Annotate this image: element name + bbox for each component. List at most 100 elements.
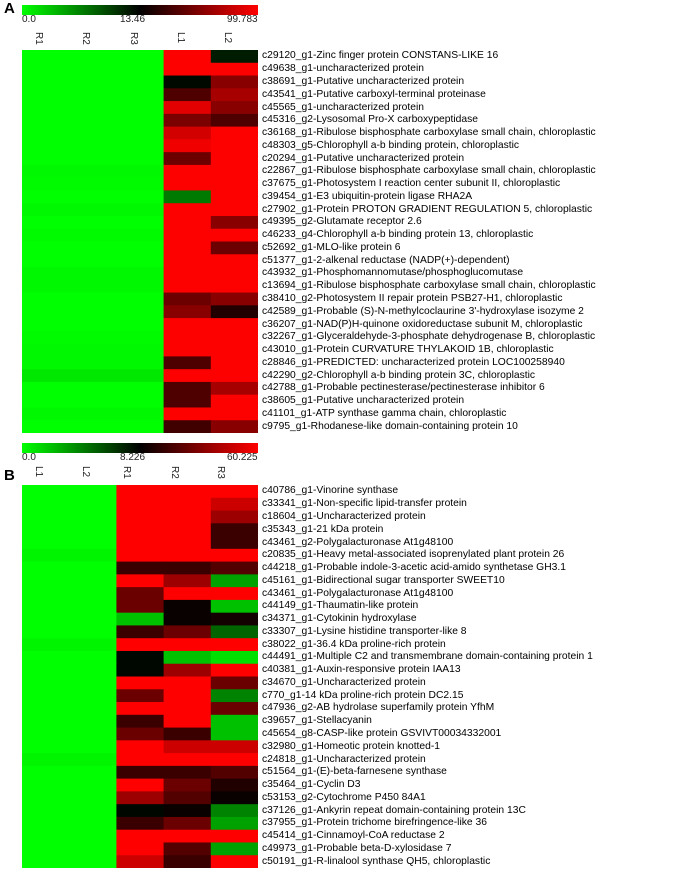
heatmap-cell (210, 485, 258, 499)
heatmap-cell (22, 50, 70, 64)
heatmap-cell (163, 215, 212, 230)
heatmap-cell (210, 164, 258, 179)
heatmap-cell (69, 267, 117, 281)
heatmap-cell (22, 689, 70, 703)
heatmap-cell (116, 407, 165, 421)
heatmap-cell (210, 689, 258, 703)
heatmap-cell (69, 497, 117, 512)
heatmap-cell (163, 485, 212, 499)
gene-label: c32267_g1-Glyceraldehyde-3-phosphate deh… (262, 331, 596, 343)
heatmap-cell (210, 292, 258, 306)
heatmap-cell (69, 75, 117, 89)
heatmap-cell (163, 318, 212, 332)
heatmap-cell (116, 88, 165, 102)
gene-label: c38605_g1-Putative uncharacterized prote… (262, 395, 465, 407)
heatmap-cell (69, 343, 117, 357)
heatmap-cell (116, 394, 165, 409)
panel-b-col-label: R3 (215, 466, 226, 479)
heatmap-cell (163, 625, 212, 639)
panel-b-col-label: L2 (80, 466, 91, 478)
heatmap-cell (210, 510, 258, 524)
gene-label: c35343_g1-21 kDa protein (262, 523, 384, 535)
heatmap-cell (116, 228, 165, 243)
heatmap-cell (163, 50, 212, 64)
heatmap-cell (22, 369, 70, 383)
gene-label: c45565_g1-uncharacterized protein (262, 101, 424, 113)
heatmap-cell (116, 816, 165, 831)
heatmap-cell (210, 842, 258, 856)
heatmap-cell (163, 139, 212, 153)
heatmap-cell (210, 702, 258, 716)
heatmap-cell (22, 599, 70, 614)
heatmap-cell (22, 407, 70, 421)
heatmap-cell (163, 587, 212, 601)
gene-label: c45654_g8-CASP-like protein GSVIVT000343… (262, 728, 502, 739)
heatmap-cell (22, 510, 70, 524)
heatmap-cell (163, 292, 212, 306)
heatmap-cell (163, 126, 212, 140)
heatmap-cell (116, 126, 165, 140)
heatmap-cell (69, 203, 117, 217)
gene-label: c36207_g1-NAD(P)H-quinone oxidoreductase… (262, 318, 583, 330)
heatmap-cell (163, 650, 212, 665)
panel-a-scale-min: 0.0 (22, 14, 36, 25)
panel-a-col-label: L1 (175, 32, 186, 44)
heatmap-cell (22, 279, 70, 294)
heatmap-cell (163, 727, 212, 741)
gene-label: c45316_g2-Lysosomal Pro-X carboxypeptida… (262, 114, 478, 126)
heatmap-cell (116, 829, 165, 844)
heatmap-cell (163, 394, 212, 409)
heatmap-cell (22, 497, 70, 512)
heatmap-cell (22, 663, 70, 678)
heatmap-cell (210, 523, 258, 537)
heatmap-cell (163, 536, 212, 550)
heatmap-cell (210, 305, 258, 319)
gene-label: c13694_g1-Ribulose bisphosphate carboxyl… (262, 280, 596, 292)
heatmap-cell (22, 791, 70, 805)
heatmap-cell (116, 279, 165, 294)
heatmap-cell (116, 727, 165, 741)
heatmap-cell (116, 561, 165, 575)
heatmap-cell (22, 215, 70, 230)
heatmap-cell (22, 381, 70, 396)
heatmap-cell (69, 420, 117, 433)
heatmap-cell (69, 638, 117, 652)
gene-label: c45414_g1-Cinnamoyl-CoA reductase 2 (262, 830, 445, 842)
heatmap-cell (116, 574, 165, 588)
heatmap-cell (163, 497, 212, 512)
heatmap-cell (22, 727, 70, 741)
gene-label: c38410_g2-Photosystem II repair protein … (262, 293, 563, 304)
heatmap-cell (210, 139, 258, 153)
heatmap-cell (116, 305, 165, 319)
gene-label: c40786_g1-Vinorine synthase (262, 485, 399, 497)
heatmap-cell (116, 523, 165, 537)
heatmap-cell (22, 714, 70, 729)
heatmap-cell (22, 152, 70, 166)
heatmap-cell (22, 113, 70, 128)
gene-label: c44149_g1-Thaumatin-like protein (262, 600, 419, 612)
heatmap-cell (22, 164, 70, 179)
heatmap-cell (116, 625, 165, 639)
heatmap-cell (69, 190, 117, 204)
gene-label: c51377_g1-2-alkenal reductase (NADP(+)-d… (262, 254, 510, 266)
heatmap-cell (22, 523, 70, 537)
panel-a-col-label: R3 (128, 32, 139, 45)
heatmap-cell (69, 62, 117, 77)
heatmap-cell (69, 625, 117, 639)
heatmap-cell (22, 75, 70, 89)
heatmap-cell (163, 203, 212, 217)
gene-label: c9795_g1-Rhodanese-like domain-containin… (262, 420, 518, 432)
gene-label: c49395_g2-Glutamate receptor 2.6 (262, 216, 422, 228)
heatmap-cell (22, 305, 70, 319)
gene-label: c44491_g1-Multiple C2 and transmembrane … (262, 651, 593, 663)
heatmap-cell (22, 228, 70, 243)
heatmap-cell (163, 177, 212, 192)
heatmap-cell (163, 62, 212, 77)
heatmap-cell (116, 599, 165, 614)
heatmap-cell (210, 50, 258, 64)
gene-label: c33307_g1-Lysine histidine transporter-l… (262, 625, 467, 637)
heatmap-cell (22, 842, 70, 856)
panel-a-col-label: R1 (33, 32, 44, 45)
heatmap-cell (116, 164, 165, 179)
heatmap-cell (116, 612, 165, 627)
